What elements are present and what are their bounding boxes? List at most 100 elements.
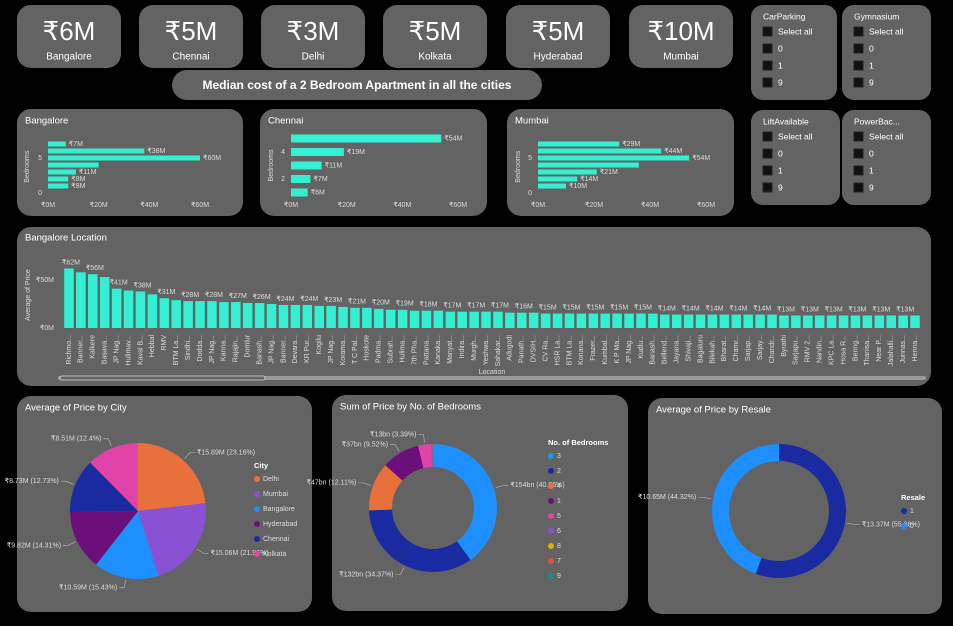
x-tick-label: KR Pur...: [304, 335, 311, 363]
slice: [755, 444, 846, 578]
slicer-item[interactable]: 9: [778, 77, 783, 87]
x-tick-label: Konana...: [578, 335, 585, 365]
x-tick-label: Richmo...: [66, 335, 73, 365]
slicer-checkbox[interactable]: [853, 165, 864, 176]
value-label: ₹14M: [729, 304, 747, 312]
chart-title: Mumbai: [515, 116, 549, 127]
leader-line: [418, 434, 425, 443]
x-tick-label: Jayana...: [674, 335, 681, 363]
legend-swatch: [901, 523, 907, 529]
x-tick-label: ₹40M: [393, 201, 411, 209]
slicer-item[interactable]: 9: [869, 77, 874, 87]
slicer-item[interactable]: 9: [778, 182, 783, 192]
bar: [291, 175, 311, 183]
slicer-item[interactable]: 0: [869, 148, 874, 158]
value-label: ₹10.59M (15.43%): [59, 584, 117, 592]
x-tick-label: BTM La...: [173, 335, 180, 365]
x-tick-label: KPC La...: [828, 335, 835, 365]
x-tick-label: Kumbal...: [602, 335, 609, 365]
bar: [433, 310, 444, 328]
slice: [138, 443, 206, 511]
slicer-item[interactable]: Select all: [869, 131, 904, 141]
scrollbar-thumb[interactable]: [59, 375, 266, 381]
slicer-checkbox[interactable]: [762, 165, 773, 176]
legend-label: 1: [557, 498, 561, 505]
x-tick-label: RMV: [161, 335, 168, 351]
slicer-checkbox[interactable]: [762, 148, 773, 159]
slicer-checkbox[interactable]: [762, 131, 773, 142]
slicer-checkbox[interactable]: [762, 182, 773, 193]
value-label: ₹28M: [205, 291, 223, 299]
slicer-item[interactable]: 9: [869, 182, 874, 192]
bar: [147, 294, 158, 328]
bar: [660, 314, 670, 328]
scrollbar-track[interactable]: [58, 376, 926, 380]
legend-label: 3: [557, 453, 561, 460]
x-tick-label: K P Ma...: [614, 335, 621, 364]
bar: [457, 311, 467, 328]
value-label: ₹21M: [348, 298, 366, 306]
value-label: ₹29M: [622, 140, 640, 148]
value-label: ₹14M: [658, 304, 676, 312]
x-tick-label: ₹40M: [140, 201, 158, 209]
value-label: ₹15M: [610, 303, 628, 311]
leader-line: [495, 484, 509, 489]
bar: [362, 307, 372, 328]
slicer-checkbox[interactable]: [853, 26, 864, 37]
slicer-item[interactable]: 0: [869, 43, 874, 53]
legend-swatch: [254, 521, 260, 527]
slicer-item[interactable]: 0: [778, 148, 783, 158]
legend-label: Chennai: [263, 536, 290, 543]
slicer-checkbox[interactable]: [853, 148, 864, 159]
value-label: ₹19M: [396, 300, 414, 308]
bar: [48, 176, 69, 182]
slicer-checkbox[interactable]: [853, 77, 864, 88]
legend-label: 6: [557, 528, 561, 535]
x-tick-label: Banash...: [256, 335, 263, 365]
bar: [409, 310, 420, 328]
slicer-checkbox[interactable]: [853, 131, 864, 142]
slice: [431, 444, 433, 468]
slicer-checkbox[interactable]: [853, 60, 864, 71]
slicer-item[interactable]: 1: [778, 60, 783, 70]
slicer-item[interactable]: 0: [778, 43, 783, 53]
x-tick-label: Shivaji...: [685, 335, 692, 362]
bar: [481, 311, 491, 328]
bar: [290, 304, 301, 328]
slicer-checkbox[interactable]: [762, 26, 773, 37]
y-axis-label: Average of Price: [25, 269, 32, 321]
value-label: ₹11M: [325, 161, 343, 169]
slicer-item[interactable]: Select all: [778, 26, 813, 36]
bar: [898, 315, 908, 328]
slicer-item[interactable]: 1: [869, 60, 874, 70]
slice: [369, 465, 403, 511]
x-tick-label: Korama...: [340, 335, 347, 365]
x-tick-label: Banash...: [650, 335, 657, 365]
slicer-item[interactable]: Select all: [778, 131, 813, 141]
slicer-checkbox[interactable]: [853, 43, 864, 54]
x-tick-label: Hulima...: [399, 335, 406, 363]
slicer-checkbox[interactable]: [762, 43, 773, 54]
value-label: ₹8M: [71, 175, 85, 183]
card-label: Delhi: [302, 52, 325, 63]
y-tick-label: 2: [281, 176, 285, 183]
bar: [291, 161, 322, 170]
bar: [743, 314, 753, 328]
bar: [48, 162, 99, 168]
slicer-checkbox[interactable]: [762, 77, 773, 88]
x-tick-label: ₹20M: [585, 201, 603, 209]
x-tick-label: Henna...: [912, 335, 919, 362]
slicer-item[interactable]: 1: [869, 165, 874, 175]
slicer-item[interactable]: Select all: [869, 26, 904, 36]
x-tick-label: Indira...: [459, 335, 466, 358]
legend-swatch: [254, 506, 260, 512]
card-label: Bangalore: [46, 52, 92, 63]
bar: [624, 313, 634, 328]
chart-title: Bangalore: [25, 116, 68, 127]
bar: [397, 309, 408, 328]
slicer-item[interactable]: 1: [778, 165, 783, 175]
slicer-checkbox[interactable]: [762, 60, 773, 71]
slicer-checkbox[interactable]: [853, 182, 864, 193]
x-tick-label: Sindhi...: [185, 335, 192, 360]
slice: [385, 445, 424, 481]
